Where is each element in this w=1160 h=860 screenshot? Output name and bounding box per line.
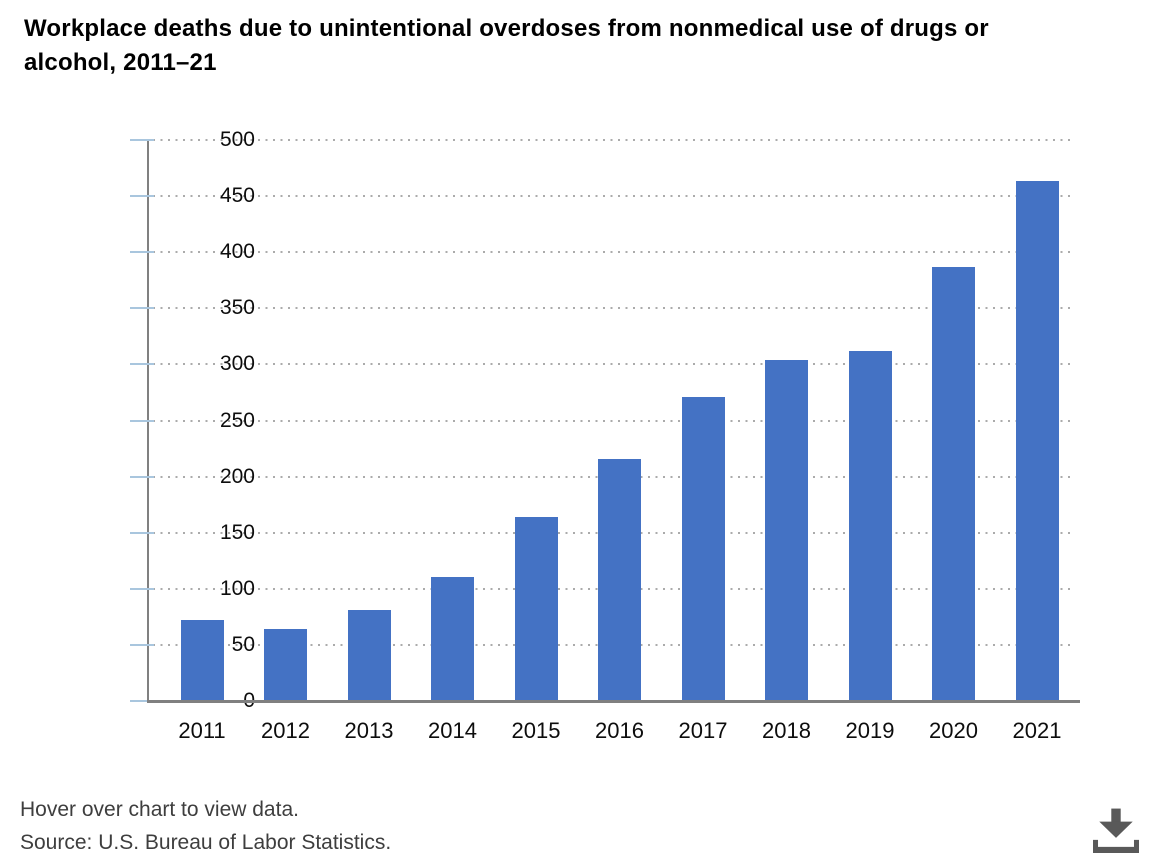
- bar-2021[interactable]: [1015, 181, 1059, 702]
- y-tick-200: [130, 475, 154, 478]
- gridline-500: [153, 139, 1075, 141]
- bar-2014[interactable]: [431, 577, 474, 702]
- y-axis-label-450: 450: [219, 184, 255, 208]
- x-axis-label-2016: 2016: [595, 718, 644, 743]
- x-axis-label-2013: 2013: [344, 718, 394, 743]
- x-axis-label-2020: 2020: [929, 718, 978, 743]
- y-axis-label-300: 300: [219, 352, 255, 376]
- y-axis-label-200: 200: [219, 464, 255, 488]
- gridline-400: [153, 251, 1075, 254]
- y-tick-100: [130, 587, 154, 590]
- x-axis-label-2011: 2011: [178, 718, 226, 743]
- bar-2018[interactable]: [765, 359, 808, 702]
- bar-2016[interactable]: [598, 458, 641, 702]
- gridline-300: [153, 363, 1075, 366]
- hover-hint-text: Hover over chart to view data.: [20, 798, 299, 821]
- gridline-250: [153, 419, 1075, 422]
- download-icon: [1093, 807, 1139, 853]
- gridline-450: [153, 195, 1075, 198]
- gridline-350: [153, 307, 1075, 310]
- x-axis-line: [147, 700, 1080, 703]
- x-axis-label-2017: 2017: [678, 718, 728, 743]
- bar-2015[interactable]: [514, 516, 558, 702]
- x-axis-label-2019: 2019: [845, 718, 895, 743]
- y-axis-label-50: 50: [231, 632, 255, 656]
- bar-chart-plot-area: 050100150200250300350400450500 201120122…: [130, 128, 1080, 743]
- bar-2011[interactable]: [180, 620, 224, 702]
- bar-2012[interactable]: [264, 629, 307, 702]
- chart-title: Workplace deaths due to unintentional ov…: [24, 15, 989, 76]
- bar-2019[interactable]: [848, 350, 892, 702]
- bar-2017[interactable]: [681, 396, 725, 702]
- y-tick-400: [130, 251, 154, 254]
- x-axis-label-2014: 2014: [428, 718, 477, 743]
- y-axis-label-100: 100: [219, 576, 255, 600]
- y-tick-250: [130, 419, 154, 422]
- y-tick-300: [130, 363, 154, 366]
- x-axis-label-2021: 2021: [1012, 718, 1062, 743]
- chart-footer: Hover over chart to view data. Source: U…: [20, 793, 391, 859]
- source-note-text: Source: U.S. Bureau of Labor Statistics.: [20, 831, 392, 854]
- y-axis-label-150: 150: [219, 520, 255, 544]
- x-axis-label-2012: 2012: [261, 718, 310, 743]
- y-tick-450: [130, 195, 154, 198]
- bar-2013[interactable]: [347, 610, 391, 702]
- y-tick-50: [130, 643, 154, 646]
- y-tick-500: [130, 139, 154, 141]
- y-axis-label-350: 350: [219, 296, 255, 320]
- y-tick-150: [130, 531, 154, 534]
- x-axis-label-2018: 2018: [762, 718, 811, 743]
- bar-2020[interactable]: [932, 266, 975, 702]
- x-axis-label-2015: 2015: [511, 718, 561, 743]
- y-axis-line: [147, 140, 149, 703]
- y-tick-350: [130, 307, 154, 310]
- y-axis-label-500: 500: [219, 128, 255, 151]
- download-button[interactable]: [1091, 805, 1141, 855]
- y-tick-0: [130, 700, 154, 702]
- y-axis-label-400: 400: [219, 240, 255, 264]
- y-axis-label-250: 250: [219, 408, 255, 432]
